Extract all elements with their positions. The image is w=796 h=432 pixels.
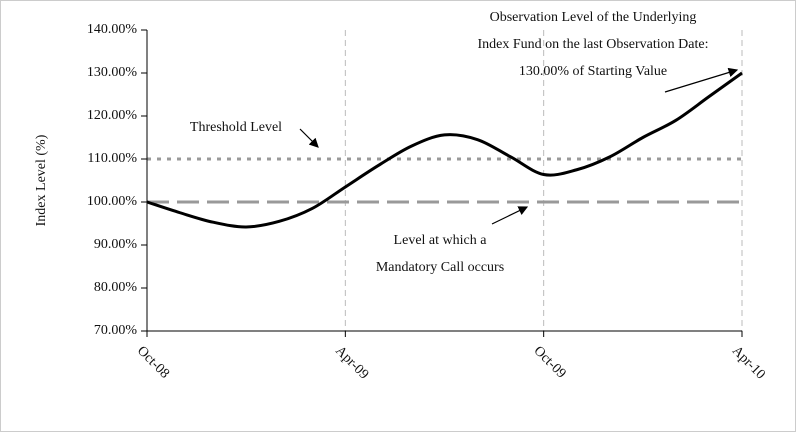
arrow — [299, 128, 319, 148]
annotation: Threshold Level — [190, 120, 282, 135]
annotation: Observation Level of the Underlying — [490, 10, 697, 25]
annotation: Index Fund on the last Observation Date: — [478, 37, 709, 52]
y-tick-label: 140.00% — [87, 22, 138, 37]
annotation: Mandatory Call occurs — [376, 260, 504, 275]
annotation: Level at which a — [394, 233, 488, 248]
y-tick-label: 110.00% — [87, 151, 137, 166]
y-axis-label: Index Level (%) — [34, 134, 49, 226]
y-tick-label: 120.00% — [87, 108, 138, 123]
y-tick-label: 90.00% — [94, 237, 138, 252]
y-tick-label: 70.00% — [94, 323, 138, 338]
line — [146, 71, 743, 229]
annotation: 130.00% of Starting Value — [519, 64, 667, 79]
y-tick-label: 130.00% — [87, 65, 138, 80]
y-tick-label: 80.00% — [94, 280, 138, 295]
y-tick-label: 100.00% — [87, 194, 138, 209]
arrow — [491, 206, 529, 225]
arrow — [664, 67, 739, 93]
